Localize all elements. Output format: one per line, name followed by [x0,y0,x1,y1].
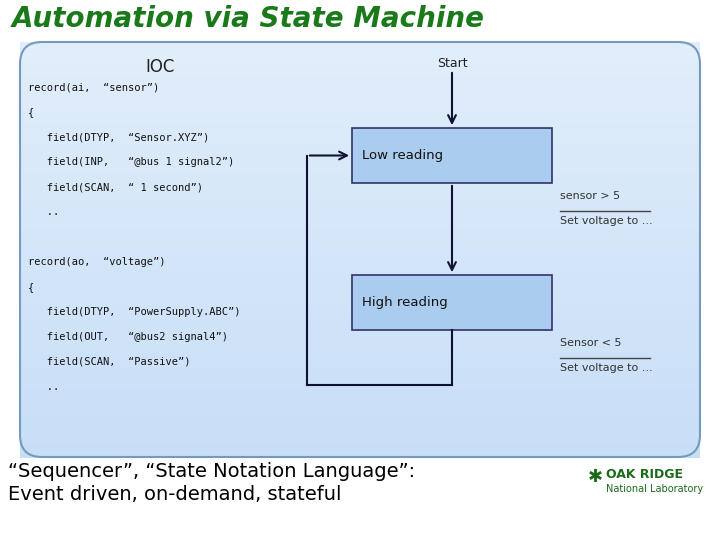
Bar [20,139,700,147]
Text: High reading: High reading [362,296,448,309]
Bar [20,132,700,140]
Bar [20,160,700,167]
Bar [20,353,700,361]
Text: ..: .. [28,207,59,217]
Bar [20,346,700,354]
Bar [20,415,700,423]
Bar [20,56,700,64]
Bar [352,128,552,183]
Bar [20,70,700,78]
Text: ✱: ✱ [588,468,603,486]
Bar [20,215,700,223]
Bar [20,97,700,105]
Bar [20,187,700,195]
Bar [20,180,700,188]
Bar [20,222,700,230]
Text: “Sequencer”, “State Notation Language”:: “Sequencer”, “State Notation Language”: [8,462,415,481]
Bar [20,166,700,174]
Text: ..: .. [28,382,59,392]
Bar [20,63,700,71]
Text: {: { [28,282,35,292]
Text: Start: Start [437,57,467,70]
Text: Set voltage to ...: Set voltage to ... [560,363,652,373]
Text: IOC: IOC [145,58,175,76]
Bar [20,367,700,375]
Text: field(DTYP,  “PowerSupply.ABC”): field(DTYP, “PowerSupply.ABC”) [28,307,240,317]
Bar [20,77,700,84]
Bar [20,277,700,285]
Text: OAK RIDGE: OAK RIDGE [606,468,683,481]
Bar [20,436,700,444]
Bar [20,242,700,251]
Bar [20,319,700,327]
Text: National Laboratory: National Laboratory [606,484,703,494]
Text: field(OUT,   “@bus2 signal4”): field(OUT, “@bus2 signal4”) [28,332,228,342]
Text: Automation via State Machine: Automation via State Machine [12,5,485,33]
Bar [20,194,700,202]
Text: Set voltage to ...: Set voltage to ... [560,216,652,226]
Text: Sensor < 5: Sensor < 5 [560,338,621,348]
Text: field(SCAN,  “ 1 second”): field(SCAN, “ 1 second”) [28,182,203,192]
Bar [20,49,700,57]
Text: {: { [28,107,35,117]
Bar [20,409,700,416]
Text: sensor > 5: sensor > 5 [560,191,620,201]
Bar [352,275,552,330]
Bar [20,395,700,403]
Bar [20,125,700,133]
Bar [20,153,700,160]
Bar [20,84,700,91]
Bar [20,229,700,237]
Bar [20,42,700,50]
Bar [20,374,700,382]
Bar [20,402,700,409]
Text: field(INP,   “@bus 1 signal2”): field(INP, “@bus 1 signal2”) [28,157,234,167]
Text: record(ai,  “sensor”): record(ai, “sensor”) [28,82,159,92]
Bar [20,235,700,244]
Bar [20,256,700,265]
Text: field(SCAN,  “Passive”): field(SCAN, “Passive”) [28,357,191,367]
Bar [20,291,700,299]
Bar [20,90,700,98]
Text: field(DTYP,  “Sensor.XYZ”): field(DTYP, “Sensor.XYZ”) [28,132,210,142]
Text: record(ao,  “voltage”): record(ao, “voltage”) [28,257,166,267]
Text: Event driven, on-demand, stateful: Event driven, on-demand, stateful [8,485,341,504]
Bar [20,173,700,181]
Bar [20,104,700,112]
Bar [20,326,700,334]
Bar [20,305,700,313]
Bar [20,249,700,258]
Bar [20,443,700,451]
Bar [20,298,700,306]
Bar [20,201,700,209]
Bar [20,264,700,271]
Bar [20,360,700,368]
Bar [20,450,700,458]
Bar [20,333,700,340]
Bar [20,429,700,437]
Bar [20,146,700,154]
Bar [20,208,700,216]
Bar [20,284,700,292]
Bar [20,381,700,389]
Bar [20,118,700,126]
Bar [20,111,700,119]
Bar [20,340,700,347]
Bar [20,422,700,430]
Bar [20,312,700,320]
Text: Low reading: Low reading [362,149,443,162]
Bar [20,270,700,278]
Bar [20,388,700,396]
